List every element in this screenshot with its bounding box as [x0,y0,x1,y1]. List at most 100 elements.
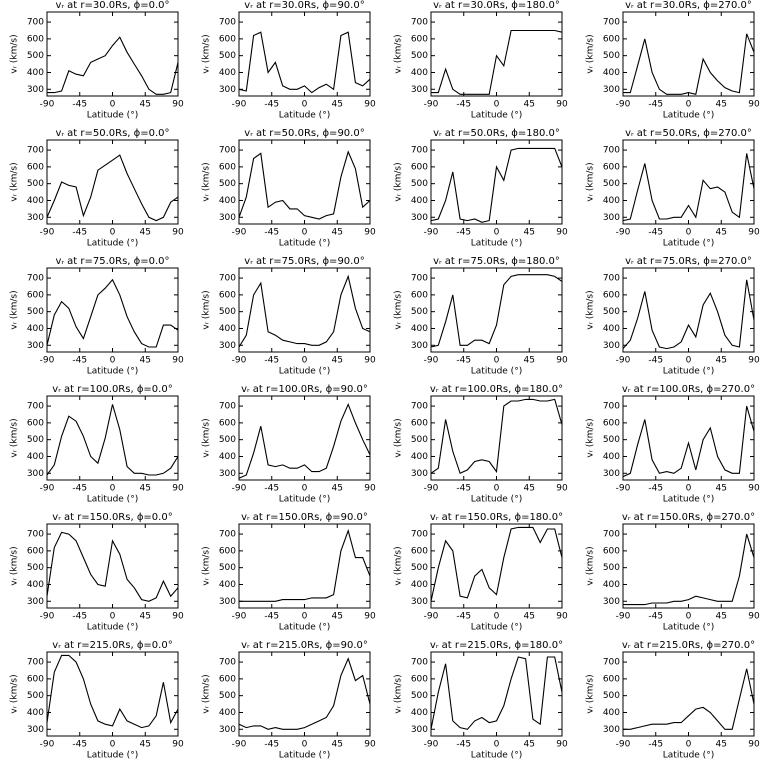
data-line [238,274,371,348]
panel: vᵣ at r=30.0Rs, ϕ=90.0° 300 400 500 600 700 -9… [202,0,376,121]
x-tick-label: -45 [456,740,471,750]
y-tick-label: 700 [411,146,428,156]
y-tick-label: 700 [27,18,44,28]
y-tick-label: 300 [411,341,428,351]
y-tick-label: 300 [219,85,236,95]
x-tick-label: -45 [72,740,87,750]
data-line [430,656,563,730]
x-tick-label: 90 [364,612,376,622]
y-tick-label: 400 [27,580,44,590]
x-tick-label: -45 [648,612,663,622]
y-tick-label: 600 [411,162,428,172]
y-tick-label: 300 [603,469,620,479]
y-tick-label: 700 [411,658,428,668]
y-tick-label: 600 [411,418,428,428]
y-tick-label: 300 [603,213,620,223]
y-axis-label: vᵣ (km/s) [10,162,20,201]
x-tick-label: -90 [616,100,631,110]
x-tick-label: 0 [686,356,692,366]
panel: vᵣ at r=150.0Rs, ϕ=90.0° 300 400 500 600 700 -… [202,512,376,633]
data-line [623,533,755,606]
x-tick-label: 90 [172,612,184,622]
x-tick-label: -45 [648,356,663,366]
data-line [239,528,371,602]
x-tick-label: 45 [716,740,727,750]
y-tick-label: 500 [411,435,428,445]
panel: vᵣ at r=30.0Rs, ϕ=0.0° 300 400 500 600 700 -90… [10,0,184,121]
y-tick-label: 500 [27,691,44,701]
x-tick-label: 0 [110,228,116,238]
y-tick-label: 500 [27,563,44,573]
x-axis-label: Latitude (°) [663,623,714,633]
y-tick-label: 300 [603,725,620,735]
x-tick-label: 45 [332,612,343,622]
plot-frame [622,395,755,481]
panel: vᵣ at r=215.0Rs, ϕ=180.0° 300 400 500 600 700… [394,640,568,761]
x-axis-label: Latitude (°) [87,239,138,249]
x-tick-label: 45 [140,100,151,110]
y-tick-label: 400 [219,580,236,590]
x-tick-label: 45 [524,740,535,750]
y-tick-label: 500 [219,179,236,189]
y-axis-label: vᵣ (km/s) [586,290,596,329]
y-tick-label: 600 [219,546,236,556]
y-tick-label: 400 [27,196,44,206]
panel-title: vᵣ at r=30.0Rs, ϕ=180.0° [433,0,560,11]
x-tick-label: 0 [302,612,308,622]
y-axis-label: vᵣ (km/s) [10,546,20,585]
x-tick-label: -90 [232,484,247,494]
y-tick-label: 700 [219,274,236,284]
x-axis-label: Latitude (°) [279,623,330,633]
panel: vᵣ at r=75.0Rs, ϕ=90.0° 300 400 500 600 700 -9… [202,256,376,377]
panel: vᵣ at r=30.0Rs, ϕ=270.0° 300 400 500 600 700 -… [586,0,760,121]
y-axis-label: vᵣ (km/s) [10,418,20,457]
y-tick-label: 300 [219,213,236,223]
x-tick-label: 0 [494,484,500,494]
data-line [46,404,179,476]
x-tick-label: -90 [616,612,631,622]
x-tick-label: 45 [140,740,151,750]
x-tick-label: 0 [686,228,692,238]
x-tick-label: 0 [110,484,116,494]
y-tick-label: 600 [411,34,428,44]
y-tick-label: 500 [603,691,620,701]
y-tick-label: 600 [411,290,428,300]
x-tick-label: 0 [686,100,692,110]
panel: vᵣ at r=50.0Rs, ϕ=90.0° 300 400 500 600 700 -9… [202,128,376,249]
x-tick-label: 90 [556,228,568,238]
x-tick-label: 90 [748,740,760,750]
y-axis-label: vᵣ (km/s) [10,34,20,73]
data-line [238,402,371,479]
x-axis-label: Latitude (°) [471,367,522,377]
x-tick-label: 0 [494,100,500,110]
x-tick-label: -45 [456,484,471,494]
panel-title: vᵣ at r=150.0Rs, ϕ=0.0° [52,512,172,523]
y-axis-label: vᵣ (km/s) [202,290,212,329]
y-axis-label: vᵣ (km/s) [10,290,20,329]
x-axis-label: Latitude (°) [87,751,138,761]
y-tick-label: 400 [603,324,620,334]
data-line [238,150,371,220]
x-axis-label: Latitude (°) [663,367,714,377]
data-line [238,657,371,730]
x-tick-label: -90 [232,612,247,622]
y-tick-label: 600 [27,674,44,684]
x-tick-label: 0 [686,740,692,750]
y-tick-label: 600 [219,162,236,172]
x-tick-label: -45 [648,228,663,238]
x-tick-label: 0 [494,356,500,366]
x-tick-label: -90 [40,100,55,110]
x-tick-label: -90 [40,356,55,366]
y-tick-label: 700 [603,18,620,28]
y-axis-label: vᵣ (km/s) [202,34,212,73]
y-tick-label: 300 [27,597,44,607]
x-tick-label: -90 [424,100,439,110]
x-tick-label: 90 [172,356,184,366]
x-tick-label: 45 [140,612,151,622]
x-tick-label: 45 [140,484,151,494]
y-tick-label: 500 [219,563,236,573]
y-tick-label: 400 [411,452,428,462]
y-tick-label: 400 [603,580,620,590]
panel-title: vᵣ at r=150.0Rs, ϕ=90.0° [241,512,368,523]
panel: vᵣ at r=150.0Rs, ϕ=270.0° 300 400 500 600 700… [586,512,760,633]
